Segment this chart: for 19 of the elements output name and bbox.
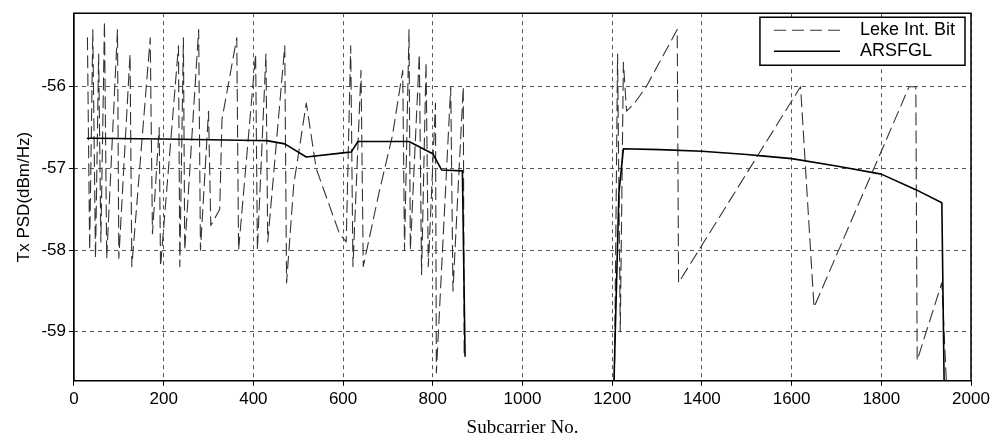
y-tick-label: -59 bbox=[41, 321, 66, 341]
y-tick-label: -57 bbox=[41, 158, 66, 178]
y-axis-title: Tx PSD(dBm/Hz) bbox=[13, 131, 33, 263]
y-tick-label: -58 bbox=[41, 239, 66, 259]
x-tick-label: 0 bbox=[69, 388, 79, 408]
x-tick-label: 1600 bbox=[772, 388, 811, 408]
x-axis-title: Subcarrier No. bbox=[466, 415, 579, 437]
x-tick-label: 200 bbox=[149, 388, 178, 408]
x-tick-label: 600 bbox=[328, 388, 358, 408]
x-tick-label: 800 bbox=[418, 388, 447, 408]
legend-label: ARSFGL bbox=[859, 40, 932, 61]
x-tick-label: 2000 bbox=[952, 388, 990, 408]
x-tick-label: 1000 bbox=[503, 388, 542, 408]
x-tick-label: 400 bbox=[239, 388, 268, 408]
x-tick-label: 1800 bbox=[862, 388, 901, 408]
x-tick-label: 1400 bbox=[682, 388, 721, 408]
legend-label: Leke Int. Bit bbox=[859, 19, 956, 40]
x-tick-label: 1200 bbox=[593, 388, 632, 408]
y-tick-label: -56 bbox=[41, 76, 66, 96]
